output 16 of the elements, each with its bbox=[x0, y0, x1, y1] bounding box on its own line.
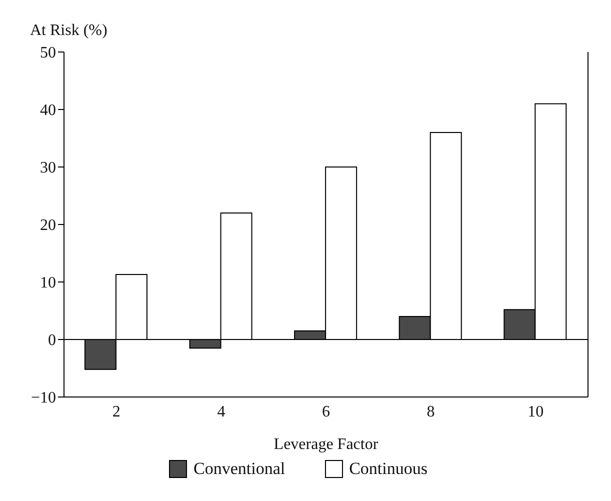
y-tick-label: 0 bbox=[48, 332, 56, 350]
x-tick-label: 2 bbox=[112, 403, 120, 420]
y-axis-title: At Risk (%) bbox=[30, 22, 108, 40]
y-tick-label: 30 bbox=[40, 160, 56, 177]
x-axis-title: Leverage Factor bbox=[274, 436, 379, 453]
x-tick-label: 4 bbox=[217, 403, 226, 420]
legend-label: Continuous bbox=[348, 459, 428, 479]
y-tick-label: 10 bbox=[40, 274, 56, 292]
x-tick-label: 6 bbox=[322, 403, 330, 420]
legend-label: Conventional bbox=[192, 459, 286, 479]
y-tick-label: 50 bbox=[40, 44, 56, 62]
y-tick-label: −10 bbox=[30, 390, 56, 407]
x-tick-label: 8 bbox=[426, 403, 435, 420]
x-tick-label: 10 bbox=[528, 403, 544, 420]
y-tick-label: 20 bbox=[40, 217, 56, 234]
y-tick-label: 40 bbox=[40, 102, 56, 120]
